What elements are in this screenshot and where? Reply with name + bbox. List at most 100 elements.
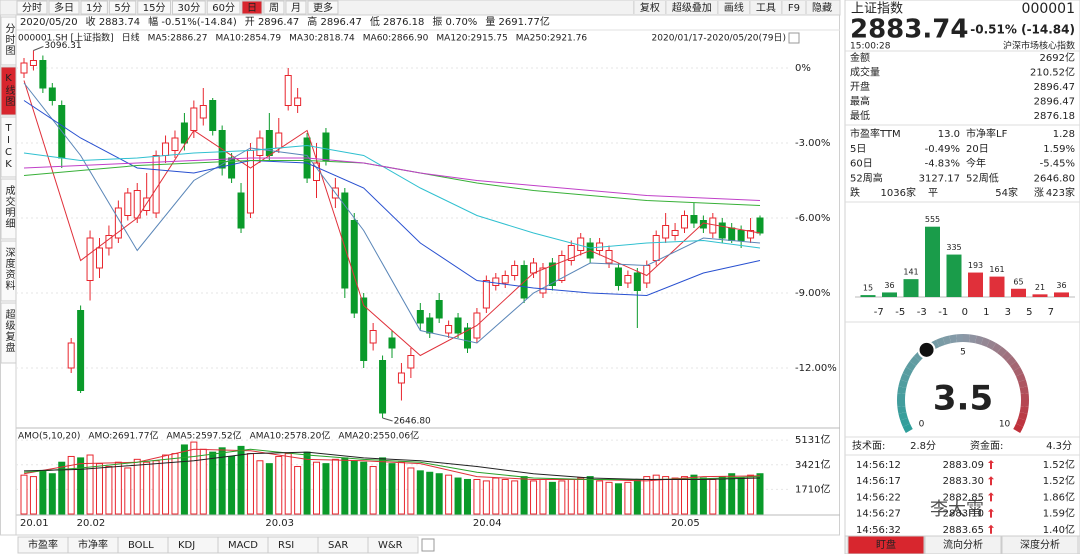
add-tab[interactable] [421,538,435,552]
indicator-label[interactable]: BOLL [128,540,154,551]
period-button[interactable] [206,0,241,15]
side-tab[interactable] [0,116,17,178]
volume-bar [596,480,604,515]
volume-bar [143,461,151,515]
info-item: 振 0.70% [432,15,477,28]
volume-bar [690,474,698,515]
ma-legend: MA30:2818.74 [289,34,355,44]
side-tab[interactable] [0,302,17,364]
info-item: 低 2876.18 [370,15,425,28]
tool-button[interactable]: 复权 [640,1,660,14]
period-button[interactable] [263,0,285,15]
volume-bar [95,463,103,515]
candle-body [397,372,405,384]
side-tab[interactable] [0,66,17,116]
period-label[interactable]: 5分 [114,2,130,14]
bottom-tab-label[interactable]: 盯盘 [876,538,896,551]
period-label[interactable]: 分时 [22,2,42,14]
volume-bar [511,480,519,515]
x-tick-label: 20.04 [473,518,502,529]
score-item: 2.8分 [910,440,936,452]
side-tab[interactable] [0,240,17,302]
period-button[interactable] [48,0,80,15]
side-tab[interactable] [0,16,17,66]
indicator-label[interactable]: MACD [228,540,258,551]
volume-bar [586,476,594,515]
tool-button[interactable]: 画线 [724,1,744,14]
indicator-label[interactable]: KDJ [178,540,195,551]
stat-value: 210.52亿 [1030,66,1075,79]
volume-bar [567,478,575,515]
period-button[interactable] [80,0,108,15]
stat-label: 最高 [850,95,870,108]
bottom-tab-label[interactable]: 流向分析 [943,538,983,551]
side-tab-label[interactable]: K线图 [3,73,15,107]
bottom-tab-label[interactable]: 深度分析 [1020,538,1060,551]
tool-button[interactable]: 超级叠加 [672,1,712,14]
period-label[interactable]: 月 [291,2,301,14]
tool-button[interactable]: 工具 [756,2,776,14]
y-tick-label: 0% [795,63,811,74]
info-item: 高 2896.47 [307,15,362,28]
side-tab[interactable] [0,178,17,240]
tick-amount: 1.40亿 [1043,523,1075,536]
side-tab-label[interactable]: 超级复盘 [3,308,15,353]
period-button[interactable] [307,0,339,15]
tool-button[interactable]: 隐藏 [812,2,832,14]
side-tab-label[interactable]: 深度资料 [3,247,15,291]
period-label[interactable]: 15分 [143,2,166,14]
period-label[interactable]: 1分 [86,2,102,14]
period-button[interactable] [108,0,137,15]
period-label[interactable]: 日 [247,3,257,14]
candle-body [501,275,509,284]
y-tick-label: 3421亿 [795,458,830,471]
period-label[interactable]: 30分 [177,2,200,14]
volume-bar [331,458,339,515]
candle-body [95,247,103,269]
up-arrow [988,508,994,518]
indicator-label[interactable]: SAR [328,540,348,551]
range-button[interactable] [788,32,800,44]
volume-bar [209,451,217,515]
gauge-arc [1019,406,1029,414]
breadth-bar [989,276,1005,297]
bottom-tab[interactable] [1001,535,1079,554]
period-label[interactable]: 多日 [54,1,74,14]
bar-value: 555 [925,215,940,224]
candle-body [718,222,726,239]
volume-bar [681,476,689,515]
index-name: 上证指数 [851,2,903,17]
indicator-label[interactable]: RSI [278,540,294,551]
indicator-label[interactable]: 市盈率 [28,538,58,551]
period-button[interactable] [16,0,48,15]
tick-time: 14:56:17 [856,476,901,487]
annotation-line [33,46,44,51]
side-tab-label[interactable]: 分时图 [3,23,15,56]
gauge-arc [902,367,913,377]
side-tab-label[interactable]: 成交明细 [3,185,15,229]
gauge-tick: 5 [960,348,966,358]
candle-body [77,310,85,391]
indicator-label[interactable]: 市净率 [78,538,108,551]
side-tab-label[interactable]: TICK [3,123,14,171]
bottom-tab[interactable] [847,535,925,554]
tool-button[interactable]: F9 [788,3,800,14]
x-tick-label: 7 [1048,307,1054,318]
period-button[interactable] [241,0,263,15]
ma-line [23,100,761,297]
indicator-label[interactable]: W&R [378,540,403,551]
indicator-tab[interactable] [367,536,419,554]
gauge-tick: 10 [999,420,1011,430]
period-button[interactable] [285,0,307,15]
bottom-tab[interactable] [924,535,1002,554]
period-button[interactable] [137,0,171,15]
volume-bar [652,474,660,515]
gauge-arc [1015,373,1026,383]
period-button[interactable] [171,0,206,15]
period-label[interactable]: 60分 [212,2,235,14]
volume-bar [492,477,500,515]
period-label[interactable]: 周 [269,2,279,14]
volume-bar [539,478,547,515]
period-label[interactable]: 更多 [313,1,333,14]
bar-value: 21 [1035,283,1045,292]
